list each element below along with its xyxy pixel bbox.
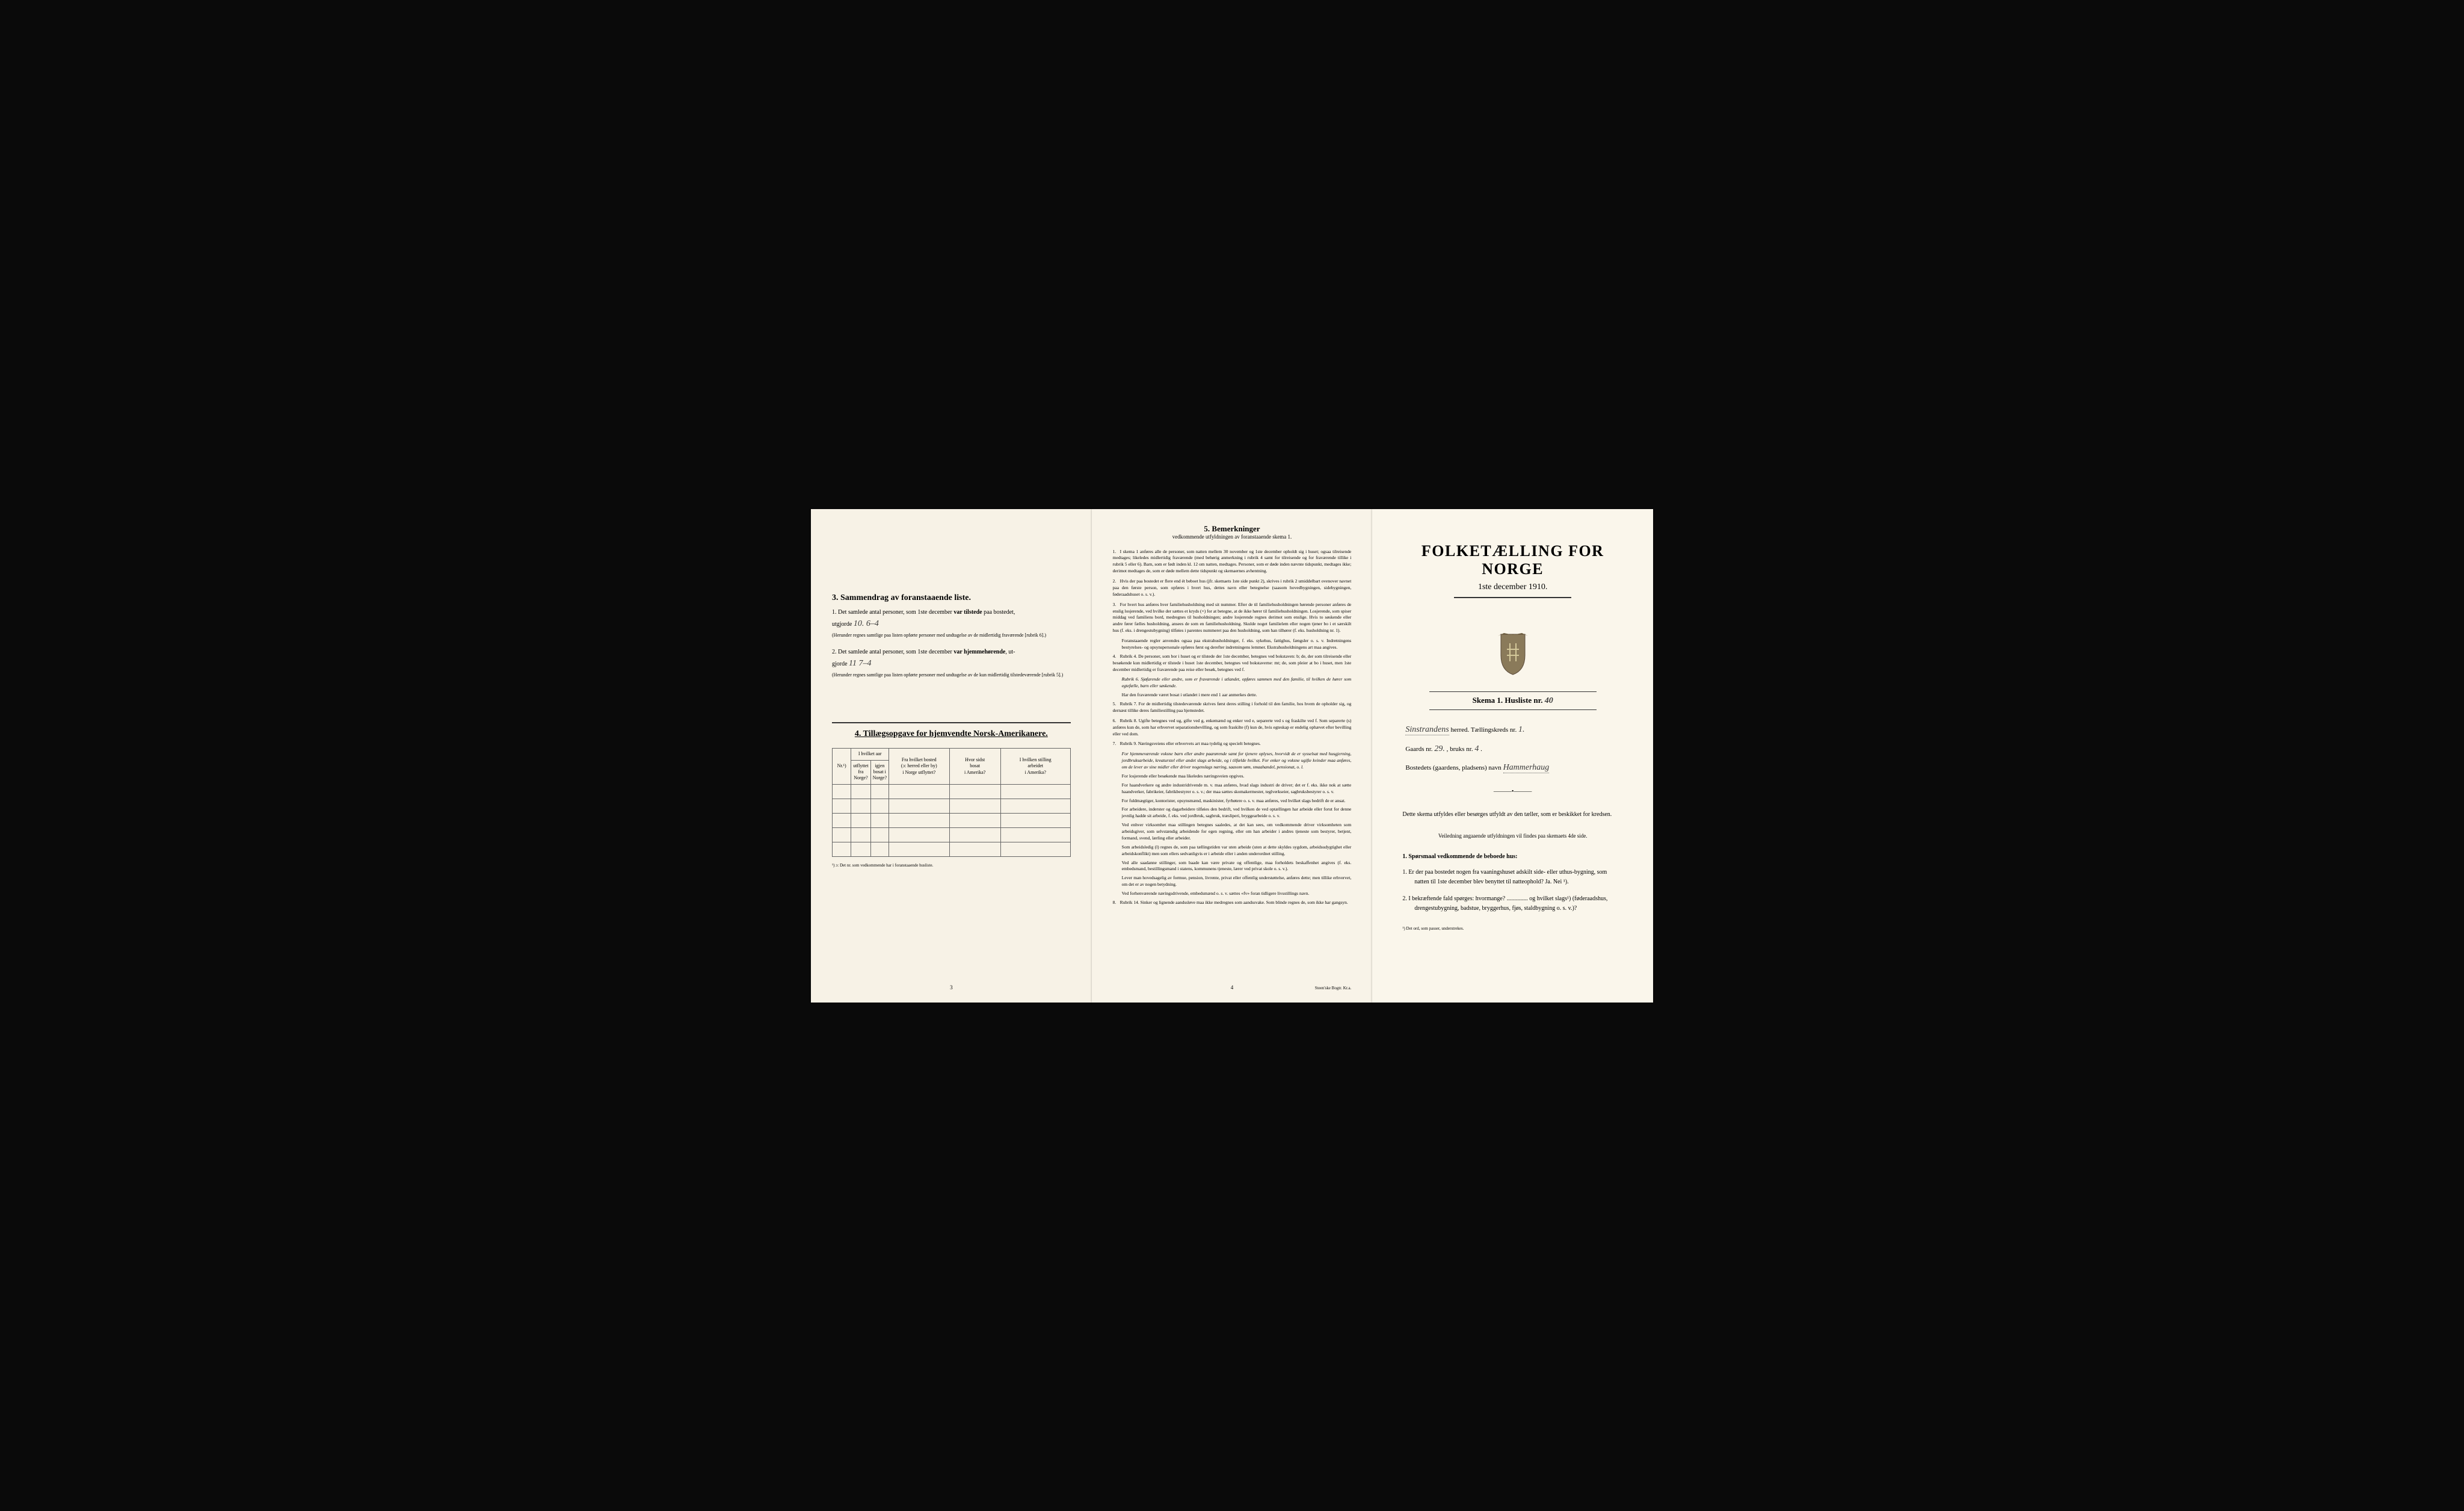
remark-6: 6.Rubrik 8. Ugifte betegnes ved ug, gift…: [1113, 718, 1352, 738]
remark-7g: Som arbeidsledig (l) regnes de, som paa …: [1113, 844, 1352, 857]
tilstede-count: 10. 6–4: [854, 619, 879, 628]
husliste-nr: 40: [1545, 696, 1553, 705]
remark-7b: For losjerende eller besøkende maa likel…: [1113, 773, 1352, 780]
table-row: [833, 784, 1071, 799]
page-4-bemerkninger: 5. Bemerkninger vedkommende utfyldningen…: [1092, 509, 1373, 1003]
bruks-nr: 4: [1474, 744, 1479, 753]
printer-credit: Steen'ske Bogtr. Kr.a.: [1315, 986, 1352, 990]
page-1-title: FOLKETÆLLING FOR NORGE 1ste december 191…: [1372, 509, 1653, 1003]
remark-7d: For fuldmægtiger, kontorister, opsynsmæn…: [1113, 798, 1352, 805]
remark-8: 8.Rubrik 14. Sinker og lignende aandsslø…: [1113, 900, 1352, 906]
instruction-2: Veiledning angaaende utfyldningen vil fi…: [1393, 832, 1632, 840]
table-footnote: ¹) ɔ: Det nr. som vedkommende har i fora…: [832, 863, 1071, 868]
col-utflyttet: utflyttet fra Norge?: [851, 760, 870, 784]
summary-item-2: 2. Det samlede antal personer, som 1ste …: [832, 647, 1071, 680]
bosted-value: Hammerhaug: [1503, 763, 1550, 773]
remark-1: 1.I skema 1 anføres alle de personer, so…: [1113, 549, 1352, 575]
remark-3: 3.For hvert hus anføres hver familiehush…: [1113, 602, 1352, 634]
table-row: [833, 813, 1071, 827]
divider-ornament: ―――•―――: [1393, 788, 1632, 795]
page-number-3: 3: [950, 984, 953, 990]
section-4-amerikanere: 4. Tillægsopgave for hjemvendte Norsk-Am…: [832, 722, 1071, 868]
remark-7e: For arbeidere, inderster og dagarbeidere…: [1113, 806, 1352, 820]
table-row: [833, 799, 1071, 813]
col-bosted: Fra hvilket bosted (ɔ: herred eller by) …: [889, 749, 949, 785]
skema-line: Skema 1. Husliste nr. 40: [1429, 691, 1597, 710]
section-3-title: 3. Sammendrag av foranstaaende liste.: [832, 593, 1071, 603]
gaards-nr: 29.: [1434, 744, 1445, 753]
section-5-title: 5. Bemerkninger: [1113, 524, 1352, 534]
section-4-title: 4. Tillægsopgave for hjemvendte Norsk-Am…: [832, 729, 1071, 739]
page-3-summary: 3. Sammendrag av foranstaaende liste. 1.…: [811, 509, 1092, 1003]
item1-note: (Herunder regnes samtlige paa listen opf…: [832, 632, 1046, 638]
kreds-value: 1.: [1518, 725, 1525, 734]
gaards-line: Gaards nr. 29. , bruks nr. 4 .: [1393, 744, 1632, 754]
amerikanere-table: Nr.¹) I hvilket aar Fra hvilket bosted (…: [832, 748, 1071, 857]
shield-icon: [1495, 631, 1531, 676]
remark-7c: For haandverkere og andre industridriven…: [1113, 782, 1352, 796]
remarks-list: 1.I skema 1 anføres alle de personer, so…: [1113, 549, 1352, 906]
col-amerika: Hvor sidst bosat i Amerika?: [949, 749, 1000, 785]
hjemme-count: 11 7–4: [849, 659, 871, 668]
col-nr: Nr.¹): [833, 749, 851, 785]
table-header-row: Nr.¹) I hvilket aar Fra hvilket bosted (…: [833, 749, 1071, 760]
summary-item-1: 1. Det samlede antal personer, som 1ste …: [832, 608, 1071, 640]
remark-2: 2.Hvis der paa bostedet er flere end ét …: [1113, 578, 1352, 598]
section-5-subtitle: vedkommende utfyldningen av foranstaaend…: [1113, 534, 1352, 540]
col-aar: I hvilket aar: [851, 749, 889, 760]
question-1: 1. Er der paa bostedet nogen fra vaaning…: [1402, 868, 1623, 887]
census-document: 3. Sammendrag av foranstaaende liste. 1.…: [811, 509, 1653, 1003]
bosted-line: Bostedets (gaardens, pladsens) navn Hamm…: [1393, 763, 1632, 773]
census-main-title: FOLKETÆLLING FOR NORGE: [1393, 542, 1632, 578]
herred-line: Sinstrandens herred. Tællingskreds nr. 1…: [1393, 725, 1632, 735]
remark-7j: Ved forhenværende næringsdrivende, embed…: [1113, 891, 1352, 897]
col-igjen: igjen bosat i Norge?: [870, 760, 889, 784]
table-row: [833, 827, 1071, 842]
remark-4-subb: Har den fraværende været bosat i utlande…: [1113, 692, 1352, 699]
questions-title: 1. Spørsmaal vedkommende de beboede hus:: [1402, 852, 1623, 862]
question-footnote: ¹) Det ord, som passer, understrekes.: [1402, 925, 1623, 932]
table-row: [833, 842, 1071, 856]
herred-value: Sinstrandens: [1405, 725, 1449, 735]
remark-7h: Ved alle saadanne stillinger, som baade …: [1113, 860, 1352, 873]
instruction-1: Dette skema utfyldes eller besørges utfy…: [1393, 810, 1632, 820]
remark-7a: For hjemmeværende voksne barn eller andr…: [1113, 751, 1352, 771]
remark-7f: Ved enhver virksomhet maa stillingen bet…: [1113, 822, 1352, 842]
section-3-summary: 3. Sammendrag av foranstaaende liste. 1.…: [832, 593, 1071, 681]
remark-7i: Lever man hovedsagelig av formue, pensio…: [1113, 875, 1352, 888]
remark-3-sub: Foranstaaende regler anvendes ogsaa paa …: [1113, 638, 1352, 651]
page-number-4: 4: [1231, 984, 1234, 990]
remark-5: 5.Rubrik 7. For de midlertidig tilstedev…: [1113, 701, 1352, 714]
col-stilling: I hvilken stilling arbeidet i Amerika?: [1000, 749, 1070, 785]
question-2: 2. I bekræftende fald spørges: hvormange…: [1402, 894, 1623, 913]
remark-4: 4.Rubrik 4. De personer, som bor i huset…: [1113, 654, 1352, 673]
remark-4-suba: Rubrik 6. Sjøfarende eller andre, som er…: [1113, 676, 1352, 690]
remark-7: 7.Rubrik 9. Næringsveiens eller erhverve…: [1113, 741, 1352, 747]
questions-section: 1. Spørsmaal vedkommende de beboede hus:…: [1393, 852, 1632, 932]
item2-note: (Herunder regnes samtlige paa listen opf…: [832, 672, 1063, 678]
norway-crest-icon: [1495, 631, 1531, 676]
census-date: 1ste december 1910.: [1454, 582, 1571, 598]
